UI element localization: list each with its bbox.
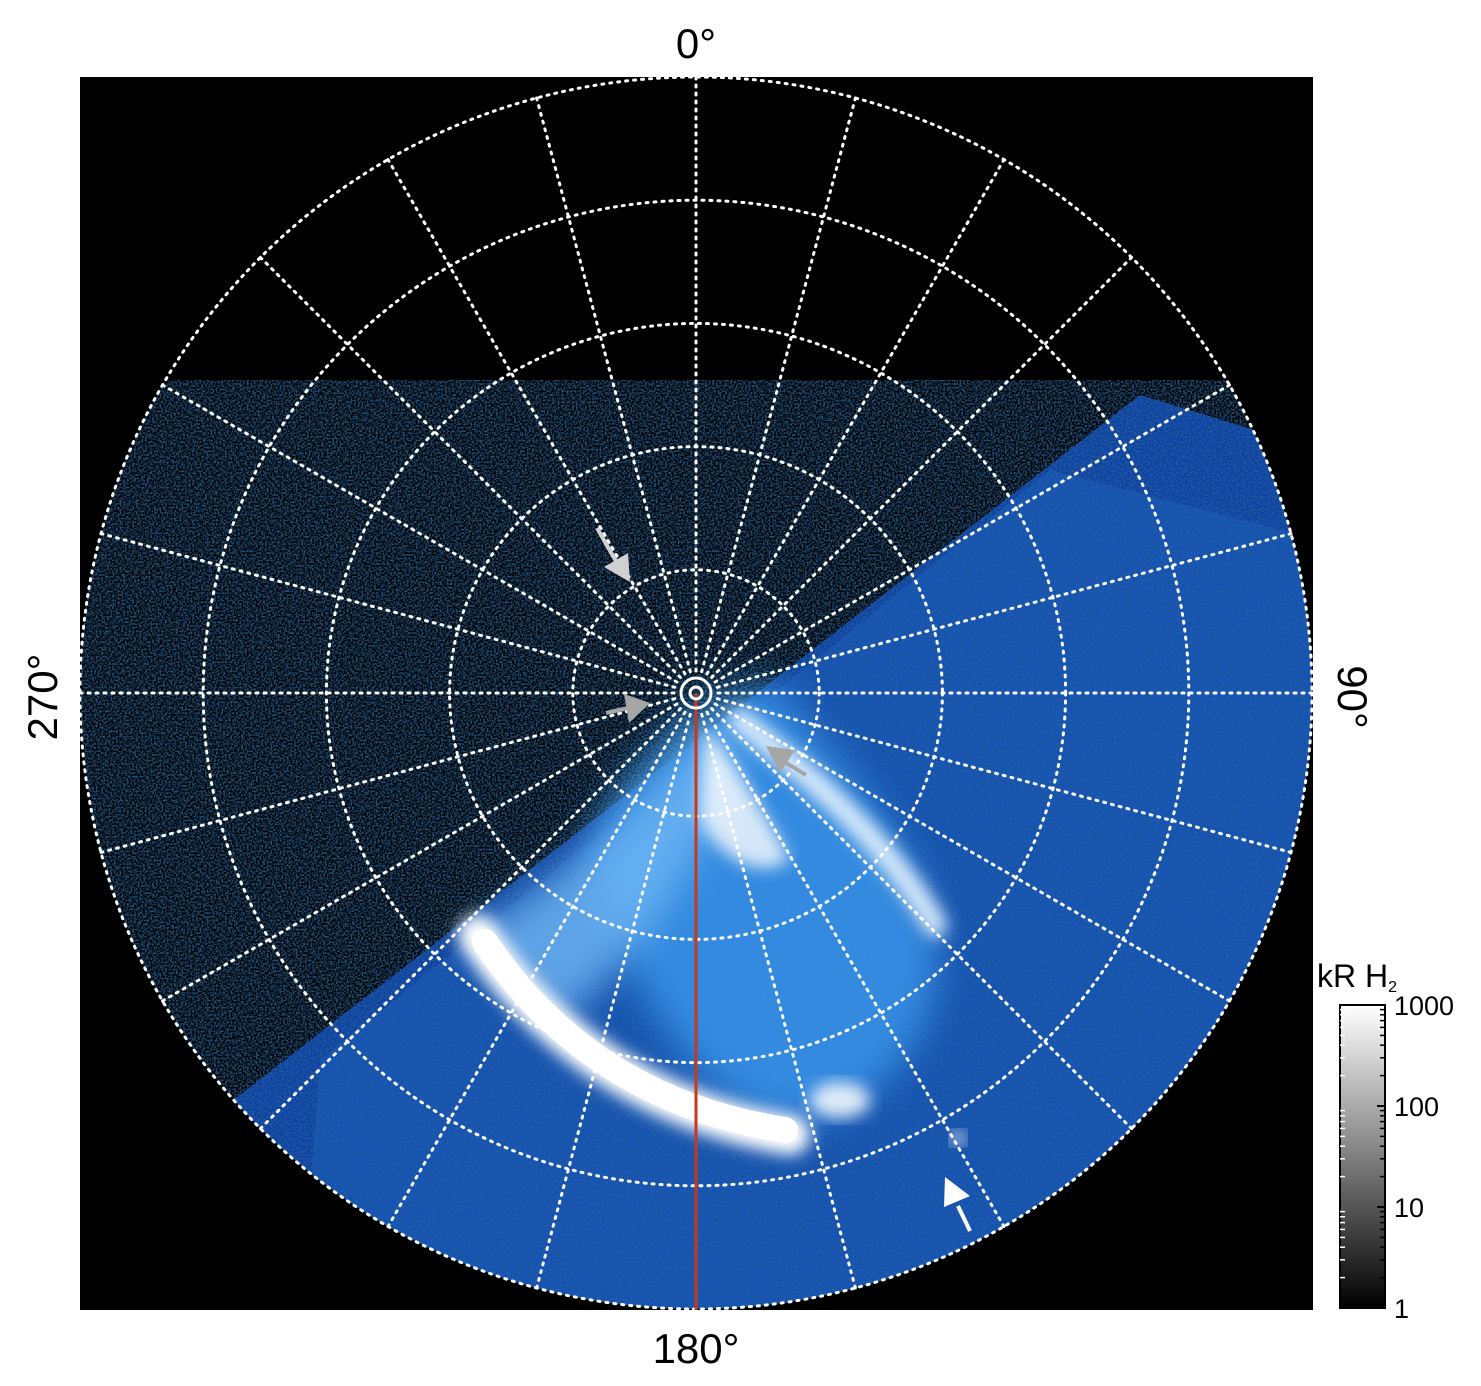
polar-grid [78,75,1314,1311]
colorbar-title-sub: 2 [1388,979,1397,996]
arrow-north [595,527,630,582]
grid-meridian [535,712,692,1290]
arrowhead [604,553,630,582]
main-auroral-oval-core [472,929,798,1143]
colorbar-tick-label: 1 [1394,1294,1409,1324]
pole-ring-outer [679,676,713,710]
angle-label-180: 180° [653,1325,740,1372]
arrowhead [766,746,795,773]
angle-label-0: 0° [676,20,716,67]
grid-meridian [161,702,679,1003]
colorbar-tick-label: 100 [1394,1092,1439,1122]
grid-meridian [710,707,1134,1131]
colorbar: kR H2 1000 100 10 1 [1317,958,1454,1324]
grid-meridian [710,255,1134,679]
colorbar-tick-label: 10 [1394,1193,1424,1223]
bright-spot [810,1082,870,1118]
grid-ring [324,321,1068,1065]
arrowhead [944,1177,970,1207]
grid-meridian [386,158,687,676]
grid-meridian [713,383,1231,684]
grid-meridian [99,532,677,689]
grid-meridian [700,712,857,1290]
grid-meridian [535,96,692,674]
arrow-east [766,746,808,777]
grid-meridian [386,710,687,1228]
arrow-west [605,694,650,723]
colorbar-tick-label: 1000 [1394,991,1454,1021]
grid-meridian [713,702,1231,1003]
pole-ring-inner [688,685,704,701]
emission-glow-west [470,730,740,1020]
colorbar-gradient [1339,1004,1386,1309]
inner-arc [728,708,947,937]
angle-label-270: 270° [19,654,66,741]
arrowhead [624,694,650,723]
grid-meridian [258,707,682,1131]
grid-meridian [705,158,1006,676]
angle-label-90: 90° [1329,665,1376,729]
grid-meridian [161,383,679,684]
polar-cap-bright [700,725,790,868]
grid-meridian [99,697,677,854]
grid-meridian [715,532,1293,689]
arrow-south-east [944,1177,972,1232]
grid-meridian [705,710,1006,1228]
grid-meridian [715,697,1293,854]
small-spot [951,1131,965,1145]
grid-meridian [258,255,682,679]
colorbar-title-main: kR H [1317,958,1388,994]
colorbar-ticks: 1000 100 10 1 [1340,991,1454,1324]
colorbar-title: kR H2 [1317,958,1397,996]
grid-meridian [700,96,857,674]
